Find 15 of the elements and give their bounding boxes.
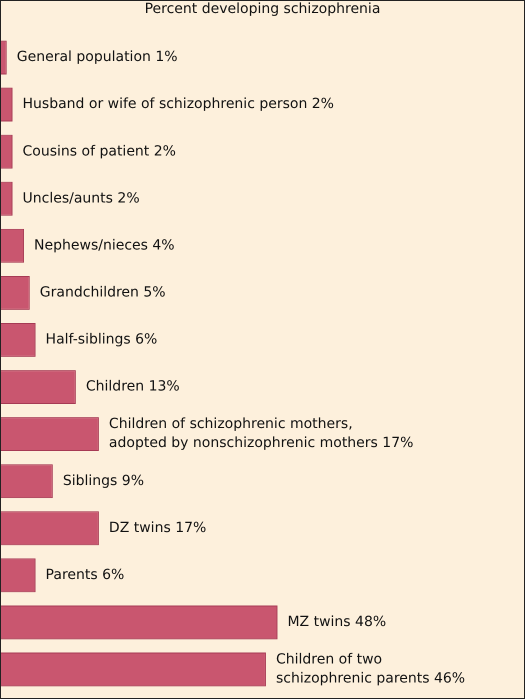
data-label: Uncles/aunts 2% bbox=[22, 190, 140, 206]
data-label: MZ twins 48% bbox=[287, 614, 386, 630]
data-label: Children 13% bbox=[86, 378, 180, 395]
data-label: Grandchildren 5% bbox=[40, 284, 166, 301]
data-label: General population 1% bbox=[16, 49, 178, 66]
data-label: Children of two schizophrenic parents 46% bbox=[276, 652, 466, 687]
chart-title: Percent developing schizophrenia bbox=[144, 1, 382, 19]
data-label: Siblings 9% bbox=[62, 472, 144, 489]
data-label: Half-siblings 6% bbox=[46, 332, 158, 348]
data-label: Children of schizophrenic mothers, adopted by nonschizophrenic mothers 17% bbox=[108, 416, 414, 452]
data-label: Cousins of patient 2% bbox=[22, 143, 176, 160]
data-label: Nephews/nieces 4% bbox=[34, 237, 175, 254]
data-label: Husband or wife of schizophrenic person 2% bbox=[22, 96, 334, 112]
data-label: Parents 6% bbox=[46, 566, 124, 583]
data-label: DZ twins 17% bbox=[108, 520, 206, 536]
